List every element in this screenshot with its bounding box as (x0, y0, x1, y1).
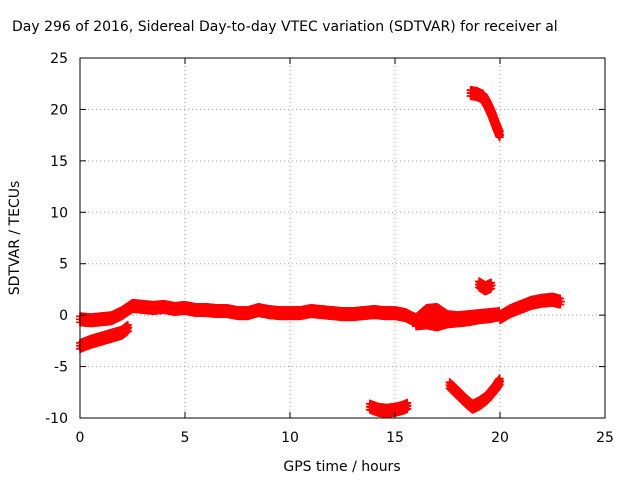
data-point (556, 297, 565, 306)
data-point (124, 323, 133, 332)
y-tick-label: -10 (45, 411, 68, 427)
series-8 (445, 374, 504, 414)
grid (80, 58, 605, 418)
y-tick-label: 5 (59, 257, 68, 273)
data-point (496, 376, 504, 385)
x-axis-label: GPS time / hours (283, 459, 400, 475)
x-tick-label: 10 (281, 430, 299, 446)
series-4 (496, 292, 565, 325)
y-tick-label: 25 (50, 51, 68, 67)
y-axis-label: SDTVAR / TECUs (7, 181, 23, 296)
data-points (76, 85, 565, 418)
series-2 (76, 320, 133, 353)
x-tick-label: 0 (76, 430, 85, 446)
series-3 (412, 307, 504, 332)
data-point (403, 401, 412, 410)
x-tick-label: 5 (181, 430, 190, 446)
y-tick-label: 0 (59, 308, 68, 324)
series-5 (466, 85, 504, 142)
y-tick-label: 10 (50, 205, 68, 221)
series-7 (365, 398, 412, 418)
chart-title: Day 296 of 2016, Sidereal Day-to-day VTE… (12, 19, 558, 35)
plot-frame (79, 57, 606, 419)
series-6 (475, 277, 496, 296)
x-tick-label: 15 (386, 430, 404, 446)
axis-ticks: 0 5 10 15 20 25 -10 -5 0 5 10 15 20 25 (45, 51, 614, 446)
y-tick-label: 20 (50, 102, 68, 118)
y-tick-label: -5 (54, 360, 68, 376)
y-tick-label: 15 (50, 154, 68, 170)
x-tick-label: 25 (596, 430, 614, 446)
data-point (487, 281, 496, 290)
x-tick-label: 20 (491, 430, 509, 446)
data-point (496, 131, 504, 140)
